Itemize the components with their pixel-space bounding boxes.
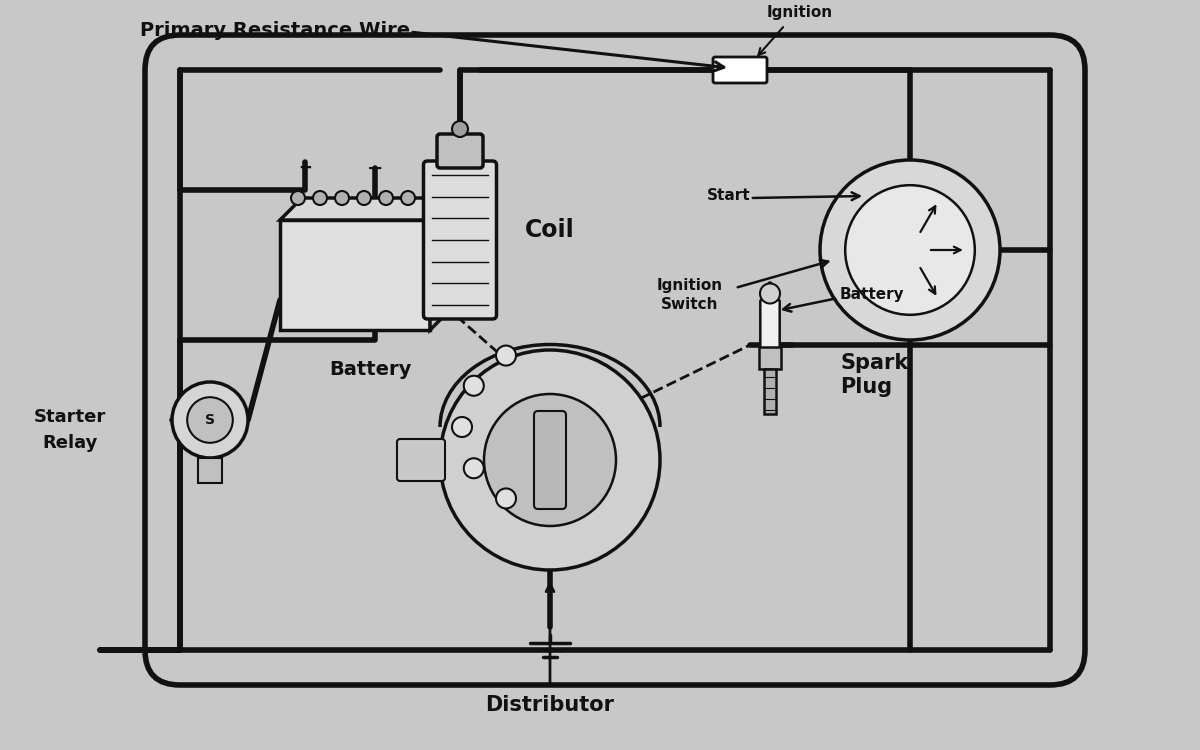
Bar [764, 369, 776, 414]
FancyBboxPatch shape [761, 299, 780, 353]
Bar [280, 220, 430, 330]
FancyBboxPatch shape [397, 439, 445, 481]
Circle shape [820, 160, 1000, 340]
Circle shape [379, 191, 394, 205]
Text: Ignition
Switch: Ignition Switch [656, 278, 724, 313]
Circle shape [313, 191, 326, 205]
FancyBboxPatch shape [437, 134, 482, 168]
Circle shape [335, 191, 349, 205]
Circle shape [496, 346, 516, 365]
Circle shape [452, 121, 468, 137]
Text: Primary Resistance Wire: Primary Resistance Wire [140, 20, 410, 40]
FancyBboxPatch shape [424, 161, 497, 319]
Text: Starter
Relay: Starter Relay [34, 409, 106, 452]
FancyBboxPatch shape [534, 411, 566, 509]
Circle shape [463, 458, 484, 478]
Text: S: S [205, 413, 215, 427]
Circle shape [440, 350, 660, 570]
Circle shape [452, 417, 472, 437]
Text: −: − [367, 158, 383, 178]
Bar [198, 458, 222, 483]
Text: Spark
Plug: Spark Plug [840, 352, 908, 398]
Text: Ignition: Ignition [767, 5, 833, 20]
Text: Coil: Coil [526, 218, 575, 242]
Polygon shape [430, 198, 452, 330]
Text: Battery: Battery [840, 287, 905, 302]
Text: +: + [298, 159, 312, 177]
Circle shape [358, 191, 371, 205]
Text: Battery: Battery [329, 360, 412, 379]
Circle shape [292, 191, 305, 205]
Bar [760, 346, 781, 369]
Circle shape [760, 284, 780, 304]
Polygon shape [280, 198, 452, 220]
Circle shape [496, 488, 516, 508]
Circle shape [401, 191, 415, 205]
Text: Distributor: Distributor [486, 695, 614, 715]
Circle shape [187, 398, 233, 442]
Circle shape [463, 376, 484, 396]
Text: Start: Start [707, 188, 750, 202]
Circle shape [484, 394, 616, 526]
FancyBboxPatch shape [713, 57, 767, 83]
Circle shape [172, 382, 248, 458]
Circle shape [845, 185, 974, 315]
